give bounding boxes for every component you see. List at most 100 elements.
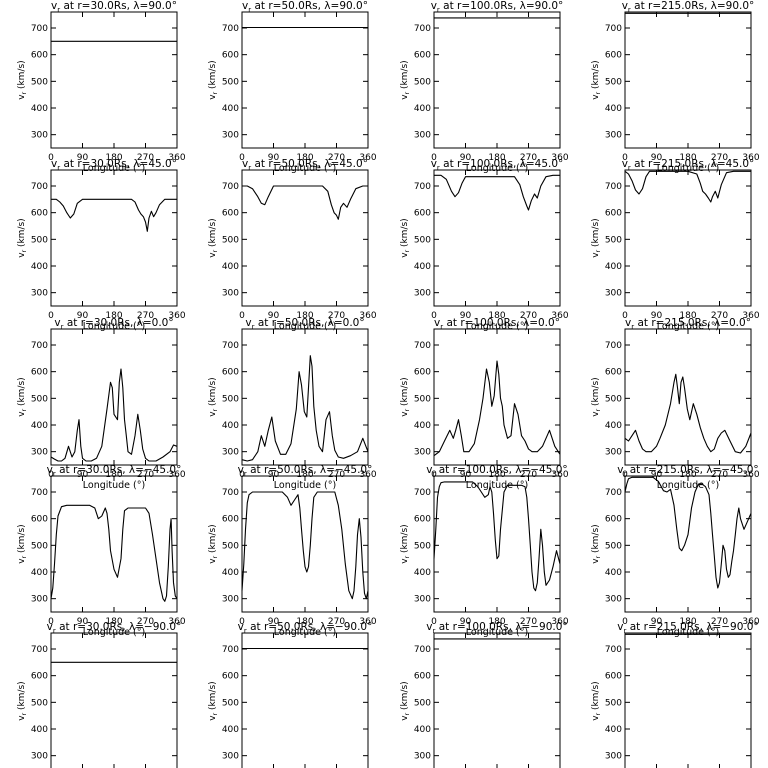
title-var: v (431, 158, 437, 170)
ylabel-var: v (208, 94, 218, 100)
chart-panel-19: vr at r=100.0Rs, λ=−90.0°090180270360300… (400, 621, 568, 768)
x-tick-label: 360 (359, 153, 376, 163)
y-tick-label: 400 (31, 104, 48, 114)
x-axis-label: Longitude (°) (83, 321, 145, 332)
y-axis-label: vr (km/s) (591, 524, 602, 563)
ylabel-rest: (km/s) (208, 377, 218, 409)
title-var: v (54, 317, 60, 329)
title-sub: r (244, 470, 247, 478)
y-tick-label: 400 (31, 725, 48, 735)
y-tick-label: 600 (414, 51, 431, 61)
x-tick-label: 90 (651, 311, 663, 321)
x-tick-label: 270 (520, 617, 537, 627)
x-tick-label: 270 (137, 617, 154, 627)
ylabel-sub: r (404, 555, 411, 558)
x-tick-label: 180 (105, 470, 122, 480)
x-tick-label: 0 (431, 311, 437, 321)
title-sub: r (57, 6, 60, 14)
title-sub: r (248, 6, 251, 14)
ylabel-sub: r (21, 91, 28, 94)
x-tick-label: 270 (137, 311, 154, 321)
x-tick-label: 180 (679, 311, 696, 321)
chart-panel-17: vr at r=30.0Rs, λ=−90.0°0901802703603004… (17, 621, 182, 768)
title-var: v (47, 621, 53, 633)
title-var: v (242, 158, 248, 170)
x-tick-label: 90 (460, 153, 472, 163)
chart-title: vr at r=215.0Rs, λ=45.0° (622, 158, 755, 172)
chart-title: vr at r=215.0Rs, λ=−90.0° (617, 621, 758, 635)
chart-title: vr at r=50.0Rs, λ=0.0° (245, 317, 364, 331)
ylabel-rest: (km/s) (208, 524, 218, 556)
y-axis-label: vr (km/s) (17, 377, 28, 416)
ylabel-var: v (208, 558, 218, 564)
x-tick-label: 360 (551, 311, 568, 321)
y-axis-label: vr (km/s) (208, 218, 219, 257)
chart-panel-8: vr at r=215.0Rs, λ=45.0°0 90 180 270 3603004… (591, 158, 760, 332)
series-line (50, 368, 178, 462)
y-tick-label: 300 (31, 595, 48, 605)
series-line (434, 174, 560, 211)
title-rest: at r=215.0Rs, λ=0.0° (634, 317, 751, 329)
title-rest: at r=215.0Rs, λ=90.0° (631, 0, 754, 12)
ylabel-rest: (km/s) (17, 681, 27, 713)
title-var: v (431, 0, 437, 12)
title-rest: at r=100.0Rs, λ=90.0° (440, 0, 563, 12)
plot-frame (624, 632, 752, 768)
x-tick-label: 0 (622, 311, 628, 321)
y-tick-label: 500 (31, 698, 48, 708)
x-tick-label: 0 (622, 617, 628, 627)
title-sub: r (628, 164, 631, 172)
x-tick-label: 0 (239, 311, 245, 321)
y-axis-label: vr (km/s) (17, 60, 28, 99)
title-rest: at r=50.0Rs, λ=−45.0° (247, 464, 373, 476)
ylabel-rest: (km/s) (400, 377, 410, 409)
x-tick-label: 90 (268, 470, 280, 480)
plot-frame (50, 475, 178, 613)
title-var: v (238, 464, 244, 476)
y-axis-label: vr (km/s) (400, 681, 411, 720)
x-tick-label: 180 (105, 311, 122, 321)
y-tick-label: 700 (222, 488, 239, 498)
chart-title: vr at r=50.0Rs, λ=−45.0° (238, 464, 373, 478)
ylabel-rest: (km/s) (400, 681, 410, 713)
ylabel-sub: r (212, 712, 219, 715)
y-tick-label: 600 (414, 209, 431, 219)
title-rest: at r=100.0Rs, λ=−90.0° (435, 621, 567, 633)
x-tick-label: 270 (711, 470, 728, 480)
chart-title: vr at r=100.0Rs, λ=−90.0° (426, 621, 567, 635)
y-tick-label: 500 (31, 235, 48, 245)
title-var: v (51, 158, 57, 170)
y-tick-label: 500 (31, 541, 48, 551)
x-tick-label: 0 (48, 311, 54, 321)
ylabel-sub: r (212, 91, 219, 94)
ylabel-rest: (km/s) (591, 218, 601, 250)
x-axis-label: Longitude (°) (83, 480, 145, 491)
x-axis-label: Longitude (°) (466, 163, 528, 174)
plot-frame (50, 632, 178, 768)
x-tick-label: 0 (48, 153, 54, 163)
y-tick-label: 600 (31, 51, 48, 61)
x-tick-label: 180 (296, 311, 313, 321)
y-axis-label: vr (km/s) (208, 377, 219, 416)
x-tick-label: 180 (296, 470, 313, 480)
ylabel-rest: (km/s) (591, 377, 601, 409)
series-line (51, 198, 177, 232)
x-tick-label: 270 (520, 470, 537, 480)
y-tick-label: 400 (222, 725, 239, 735)
chart-panel-20: vr at r=215.0Rs, λ=−90.0°090180270360300… (591, 621, 759, 768)
title-rest: at r=100.0Rs, λ=45.0° (440, 158, 563, 170)
series-line (624, 373, 752, 454)
ylabel-var: v (400, 558, 410, 564)
x-tick-label: 0 (622, 153, 628, 163)
y-tick-label: 600 (605, 209, 622, 219)
y-tick-label: 700 (222, 182, 239, 192)
ylabel-var: v (17, 94, 27, 100)
plot-frame (624, 475, 752, 613)
x-tick-label: 0 (431, 617, 437, 627)
y-axis-label: vr (km/s) (208, 60, 219, 99)
chart-title: vr at r=30.0Rs, λ=−90.0° (47, 621, 182, 635)
ylabel-var: v (208, 715, 218, 721)
title-var: v (622, 158, 628, 170)
y-axis-label: vr (km/s) (591, 60, 602, 99)
x-tick-label: 90 (651, 617, 663, 627)
